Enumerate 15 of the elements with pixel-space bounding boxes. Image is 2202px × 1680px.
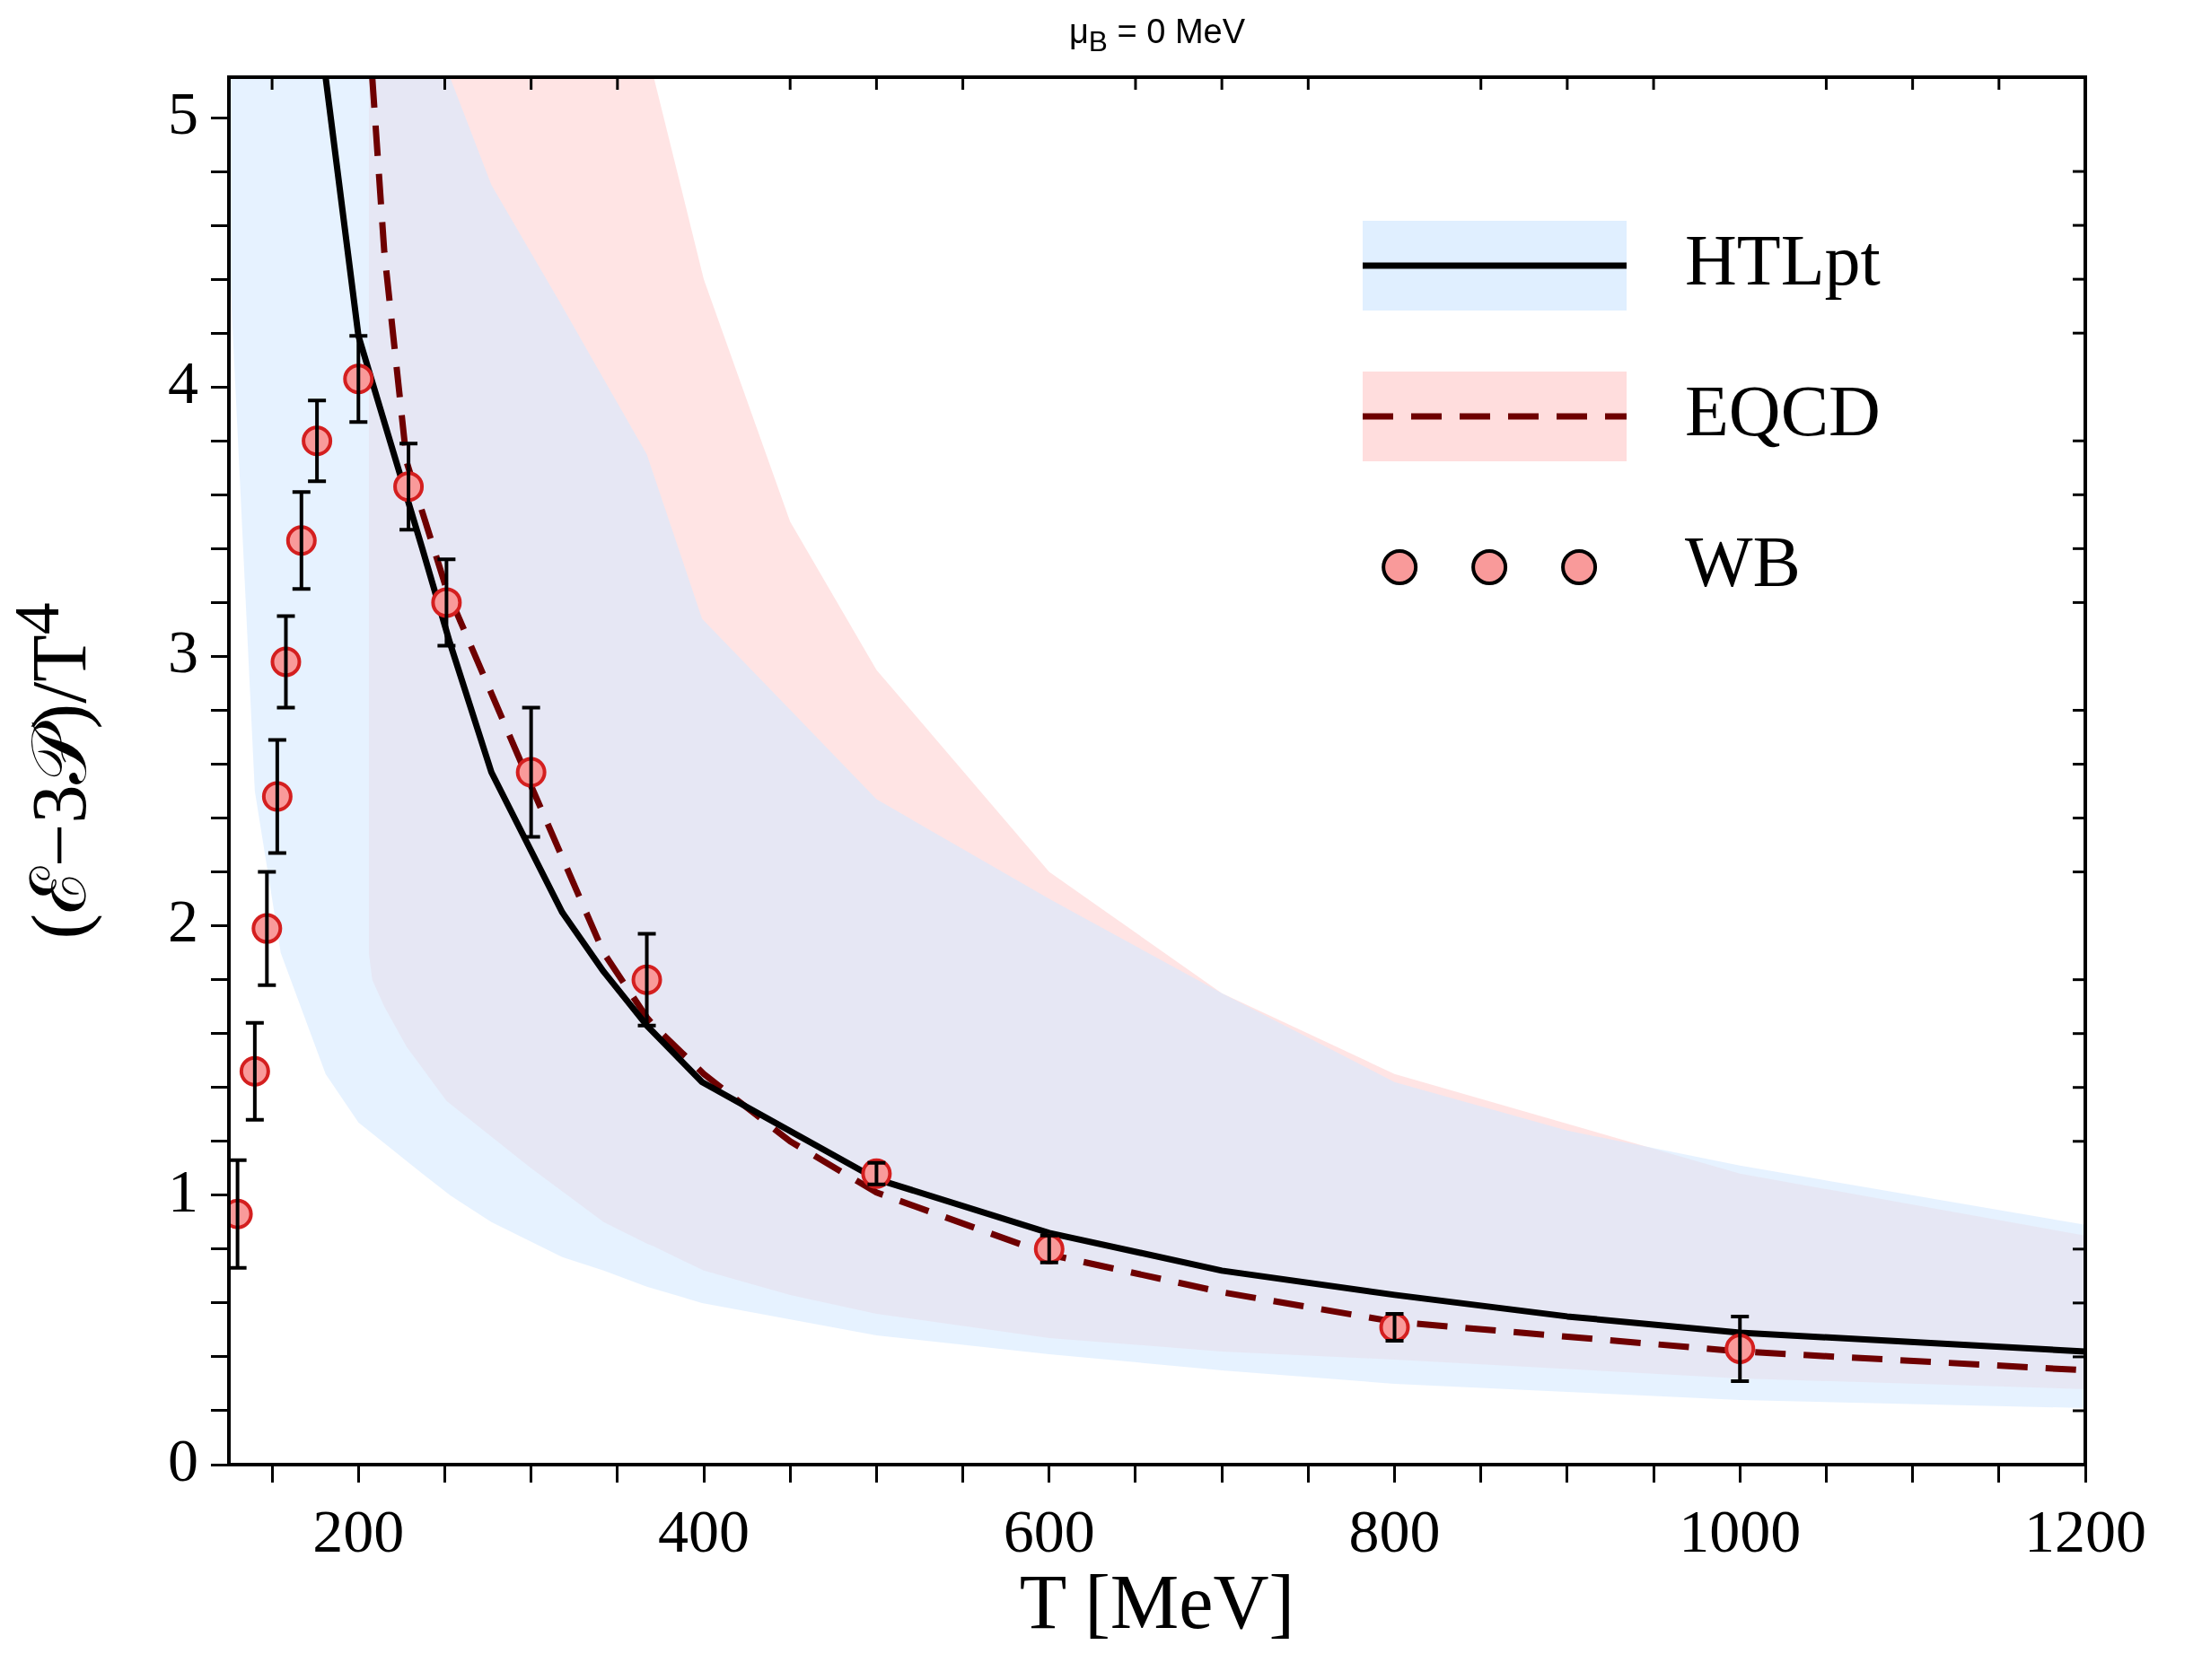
y-tick-label: 2 (168, 887, 198, 956)
legend-label: HTLpt (1685, 221, 1881, 301)
legend-label: EQCD (1685, 372, 1881, 451)
y-tick-label: 5 (168, 78, 198, 147)
x-tick-label: 1000 (1679, 1496, 1802, 1565)
chart-title: μ$_{B}$ = 0 MeV (1067, 13, 1247, 58)
x-tick-label: 800 (1348, 1496, 1441, 1565)
x-tick-label: 200 (312, 1496, 405, 1565)
x-tick-label: 1200 (2024, 1496, 2146, 1565)
y-tick-label: 4 (168, 348, 198, 417)
x-tick-label: 400 (658, 1496, 750, 1565)
y-tick-label: 0 (168, 1425, 198, 1494)
y-tick-label: 3 (168, 617, 198, 687)
legend-label: WB (1685, 522, 1801, 602)
y-tick-label: 1 (168, 1156, 198, 1225)
